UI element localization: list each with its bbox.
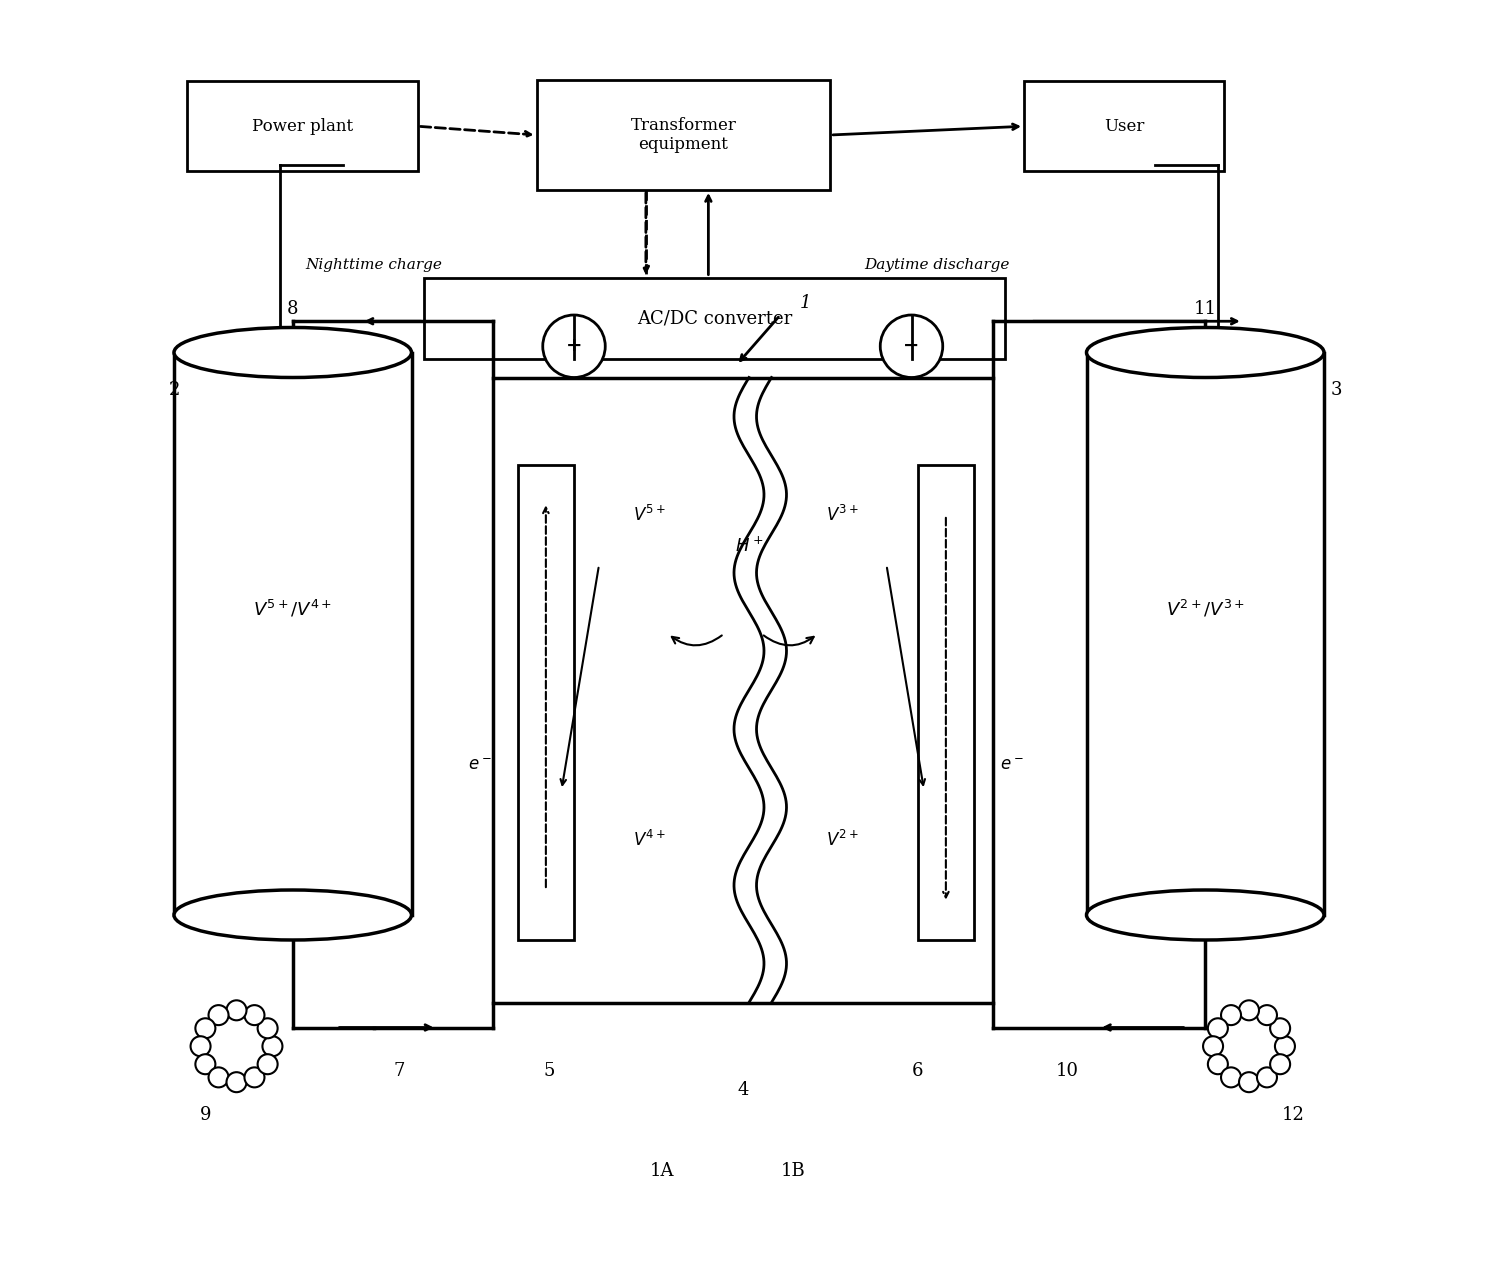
FancyBboxPatch shape (518, 465, 574, 940)
Text: $V^{5+}/V^{4+}$: $V^{5+}/V^{4+}$ (253, 598, 333, 620)
Circle shape (1203, 1037, 1222, 1056)
Text: $e^-$: $e^-$ (469, 756, 493, 773)
Ellipse shape (1086, 890, 1324, 940)
Text: $V^{2+}/V^{3+}$: $V^{2+}/V^{3+}$ (1165, 598, 1245, 620)
Ellipse shape (174, 890, 412, 940)
Circle shape (226, 1073, 247, 1092)
Text: 8: 8 (288, 300, 298, 317)
Circle shape (1270, 1055, 1290, 1074)
Circle shape (1207, 1055, 1228, 1074)
FancyArrowPatch shape (764, 635, 813, 645)
Circle shape (258, 1019, 277, 1038)
FancyBboxPatch shape (186, 81, 418, 172)
Text: $V^{2+}$: $V^{2+}$ (827, 829, 860, 850)
Circle shape (195, 1019, 216, 1038)
Circle shape (1275, 1037, 1294, 1056)
Circle shape (1218, 1015, 1281, 1078)
FancyBboxPatch shape (918, 465, 974, 940)
Text: $V^{5+}$: $V^{5+}$ (632, 504, 665, 525)
FancyBboxPatch shape (174, 352, 412, 915)
Text: 11: 11 (1194, 300, 1216, 317)
Circle shape (1207, 1019, 1228, 1038)
Circle shape (1257, 1068, 1276, 1088)
Circle shape (1239, 1073, 1258, 1092)
Text: AC/DC converter: AC/DC converter (637, 310, 792, 328)
Circle shape (244, 1005, 265, 1025)
Circle shape (1221, 1005, 1240, 1025)
Text: $H^+$: $H^+$ (734, 536, 764, 556)
FancyBboxPatch shape (1025, 81, 1224, 172)
Text: Daytime discharge: Daytime discharge (864, 259, 1010, 273)
Circle shape (208, 1068, 229, 1088)
FancyArrowPatch shape (671, 635, 722, 645)
Text: 2: 2 (168, 381, 180, 399)
Text: 12: 12 (1281, 1106, 1305, 1124)
Text: 5: 5 (544, 1062, 554, 1080)
Circle shape (881, 315, 942, 378)
FancyBboxPatch shape (493, 378, 993, 1002)
Circle shape (1239, 1000, 1258, 1020)
Circle shape (1257, 1005, 1276, 1025)
Text: 7: 7 (394, 1062, 404, 1080)
Text: −: − (903, 337, 920, 356)
Text: Transformer
equipment: Transformer equipment (631, 116, 737, 154)
Ellipse shape (1086, 328, 1324, 378)
Circle shape (1221, 1068, 1240, 1088)
Text: 1A: 1A (649, 1162, 674, 1180)
Text: User: User (1104, 118, 1144, 134)
Circle shape (1270, 1019, 1290, 1038)
Text: 4: 4 (737, 1082, 749, 1100)
Text: 1: 1 (800, 293, 810, 311)
Text: 6: 6 (912, 1062, 923, 1080)
Circle shape (244, 1068, 265, 1088)
Circle shape (195, 1055, 216, 1074)
Circle shape (262, 1037, 283, 1056)
FancyBboxPatch shape (424, 278, 1005, 358)
Text: $V^{3+}$: $V^{3+}$ (827, 504, 860, 525)
Circle shape (205, 1015, 268, 1078)
Circle shape (258, 1055, 277, 1074)
Circle shape (542, 315, 605, 378)
Text: 3: 3 (1330, 381, 1342, 399)
Text: +: + (566, 337, 583, 356)
Text: $V^{4+}$: $V^{4+}$ (632, 829, 665, 850)
Text: $e^-$: $e^-$ (999, 756, 1023, 773)
Text: 10: 10 (1056, 1062, 1079, 1080)
FancyBboxPatch shape (1086, 352, 1324, 915)
Circle shape (190, 1037, 211, 1056)
Circle shape (208, 1005, 229, 1025)
Text: Power plant: Power plant (252, 118, 352, 134)
Ellipse shape (174, 328, 412, 378)
Text: Nighttime charge: Nighttime charge (306, 259, 442, 273)
Text: 1B: 1B (780, 1162, 804, 1180)
Text: 9: 9 (199, 1106, 211, 1124)
Circle shape (226, 1000, 247, 1020)
FancyBboxPatch shape (536, 81, 830, 189)
